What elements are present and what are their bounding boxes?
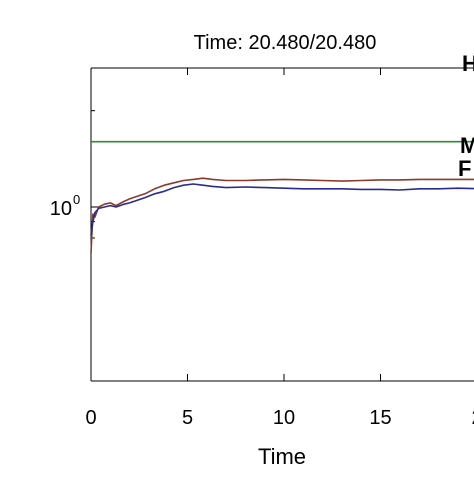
- y-tick-label: 10: [50, 198, 72, 220]
- series-layer: [90, 140, 474, 253]
- annotation-h: H: [462, 51, 474, 76]
- annotation-m: M: [460, 133, 474, 158]
- x-tick-label: 10: [273, 407, 295, 429]
- y-tick-labels: 10 0: [50, 192, 80, 220]
- axes: [90, 67, 474, 382]
- m-series-line: [90, 177, 474, 253]
- x-tick-labels: 0 5 10 15 2: [85, 407, 474, 429]
- annotation-f: F: [458, 156, 471, 181]
- series-annotations: H MF: [458, 51, 474, 181]
- x-tick-label: 15: [369, 407, 391, 429]
- y-tick-label-exponent: 0: [73, 192, 80, 207]
- x-tick-label: 2: [471, 407, 474, 429]
- x-tick-label: 0: [85, 407, 96, 429]
- x-axis-label: Time: [258, 444, 306, 469]
- x-tick-label: 5: [182, 407, 193, 429]
- f-series-line: [90, 183, 474, 235]
- chart-title: Time: 20.480/20.480: [194, 32, 377, 54]
